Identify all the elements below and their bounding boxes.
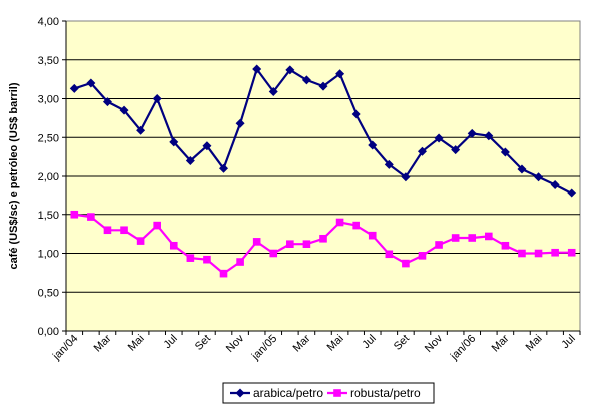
data-point	[301, 75, 311, 85]
y-axis-title: café (US$/sc) e petróleo (US$ barril)	[8, 82, 20, 269]
data-point	[302, 240, 311, 248]
data-point	[402, 259, 410, 268]
data-point	[451, 145, 461, 155]
data-point	[152, 94, 162, 103]
y-tick-label: 1,00	[38, 249, 59, 261]
data-point	[534, 249, 543, 258]
x-axis-ticks: jan/04 Mar Mai Jul Set Nov jan/05 Mar Mai Jul Set N…	[50, 330, 581, 363]
data-point	[219, 163, 229, 173]
x-tick-label: Set	[392, 333, 412, 353]
data-point	[368, 231, 377, 240]
data-point	[203, 255, 211, 264]
data-point	[534, 172, 544, 182]
legend-label: robusta/petro	[350, 386, 421, 400]
x-tick-label: Jul	[559, 333, 577, 351]
data-point	[335, 69, 345, 79]
data-point	[352, 221, 360, 230]
legend-label: arabica/petro	[253, 386, 323, 400]
data-point	[418, 252, 427, 260]
legend: arabica/petro robusta/petro	[222, 382, 435, 404]
data-point	[186, 254, 195, 262]
y-tick-label: 3,00	[38, 94, 59, 106]
data-point	[286, 240, 294, 248]
data-point	[219, 269, 228, 278]
data-point	[153, 221, 161, 230]
y-tick-label: 2,00	[38, 171, 59, 183]
x-tick-label: jan/05	[249, 333, 279, 363]
data-point	[467, 128, 477, 138]
x-tick-label: jan/06	[448, 333, 478, 363]
data-point	[451, 234, 460, 242]
data-point	[119, 105, 129, 115]
y-tick-label: 4,00	[38, 16, 59, 28]
data-point	[335, 218, 344, 227]
data-point	[169, 241, 178, 250]
data-point	[435, 241, 443, 249]
data-point	[202, 141, 212, 151]
series-robusta-petro	[70, 210, 576, 278]
data-point	[318, 81, 328, 91]
data-point	[501, 241, 510, 250]
y-axis-ticks: 0,00 0,50 1,00 1,50 2,00 2,50 3,00 3,50 4,00	[38, 16, 67, 338]
x-tick-label: Set	[193, 333, 213, 353]
data-point	[136, 125, 146, 135]
data-point	[485, 232, 493, 241]
x-tick-label: Nov	[224, 332, 247, 355]
data-point	[235, 118, 245, 128]
data-point	[70, 210, 79, 219]
data-point	[484, 131, 494, 141]
y-tick-label: 3,50	[38, 55, 59, 67]
data-point	[120, 226, 128, 235]
data-point	[103, 226, 112, 235]
data-point	[69, 83, 79, 93]
data-point	[86, 78, 96, 88]
data-point	[236, 258, 244, 266]
data-point	[567, 248, 576, 257]
data-point	[252, 64, 262, 74]
data-point	[87, 213, 95, 221]
data-point	[518, 249, 526, 258]
data-point	[319, 234, 327, 243]
data-point	[185, 156, 195, 165]
x-tick-label: Mai	[524, 333, 545, 354]
y-tick-label: 0,00	[38, 326, 59, 338]
data-point	[136, 237, 145, 245]
series-arabica-petro	[69, 64, 577, 198]
series-layer	[69, 64, 577, 278]
data-point	[500, 147, 510, 157]
data-point	[368, 140, 378, 150]
data-point	[517, 164, 527, 174]
gridlines	[66, 59, 580, 293]
data-point	[169, 137, 179, 147]
y-tick-label: 1,50	[38, 210, 59, 222]
data-point	[385, 250, 394, 259]
data-point	[550, 180, 560, 190]
data-point	[468, 234, 477, 242]
x-tick-label: Mar	[490, 332, 512, 354]
x-tick-label: Mar	[92, 332, 114, 354]
x-tick-label: Nov	[423, 332, 446, 355]
data-point	[384, 159, 394, 169]
x-tick-label: Jul	[161, 333, 179, 351]
x-tick-label: Mai	[325, 333, 346, 354]
data-point	[417, 146, 427, 156]
y-tick-label: 2,50	[38, 132, 59, 144]
data-point	[269, 249, 278, 258]
y-tick-label: 0,50	[38, 287, 59, 299]
x-tick-label: Mar	[291, 332, 313, 354]
x-tick-label: Jul	[360, 333, 378, 351]
data-point	[567, 188, 577, 198]
x-tick-label: Mai	[126, 333, 147, 354]
data-point	[268, 87, 278, 97]
data-point	[401, 172, 411, 182]
data-point	[551, 248, 559, 257]
data-point	[252, 238, 261, 246]
data-point	[351, 109, 361, 119]
legend-marker	[333, 389, 341, 397]
data-point	[285, 65, 295, 75]
legend-marker	[235, 388, 245, 398]
data-point	[434, 133, 444, 143]
data-point	[102, 97, 112, 107]
